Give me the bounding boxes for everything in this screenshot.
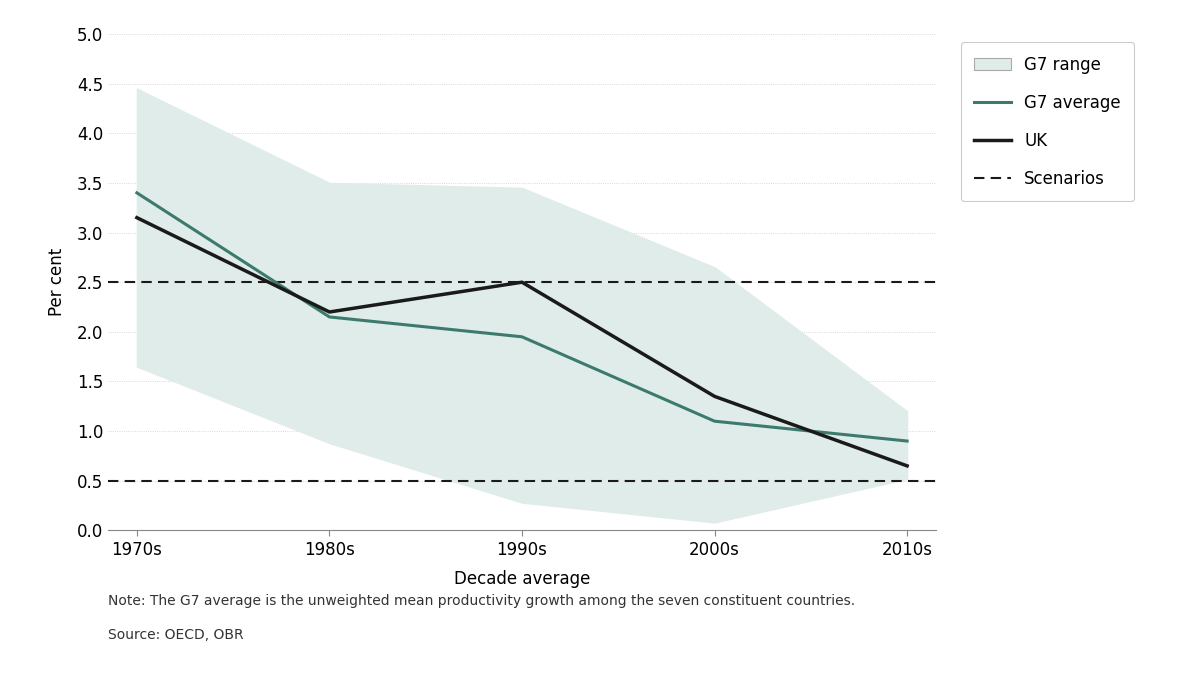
Text: Source: OECD, OBR: Source: OECD, OBR [108,628,244,642]
Y-axis label: Per cent: Per cent [48,248,66,316]
X-axis label: Decade average: Decade average [454,570,590,588]
Text: Note: The G7 average is the unweighted mean productivity growth among the seven : Note: The G7 average is the unweighted m… [108,594,856,608]
Legend: G7 range, G7 average, UK, Scenarios: G7 range, G7 average, UK, Scenarios [961,42,1134,201]
